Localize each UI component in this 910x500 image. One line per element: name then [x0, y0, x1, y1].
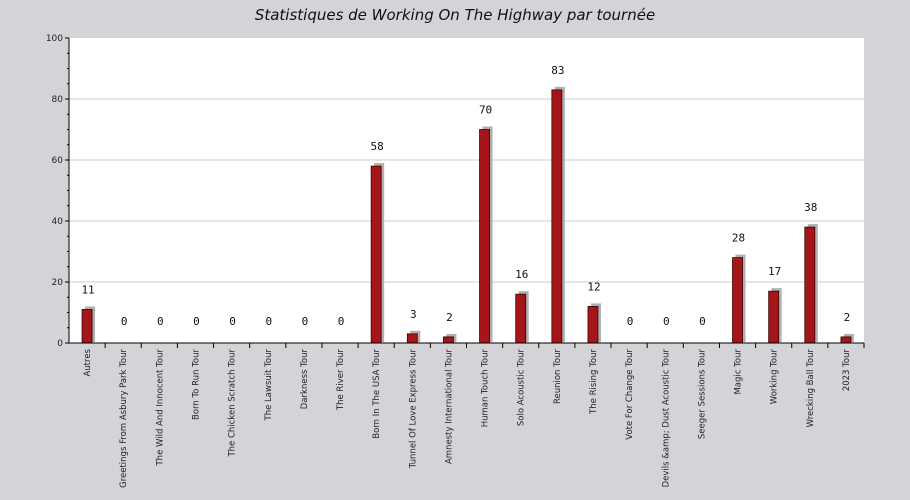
- data-label: 0: [338, 315, 345, 328]
- x-tick-label: Tunnel Of Love Express Tour: [408, 349, 418, 470]
- x-tick-label: Human Touch Tour: [481, 349, 491, 428]
- x-tick-label: The Rising Tour: [589, 349, 599, 415]
- bar: [551, 89, 563, 344]
- data-label: 2: [446, 311, 453, 324]
- x-tick-label: Vote For Change Tour: [625, 349, 635, 440]
- bar: [81, 309, 93, 344]
- data-label: 0: [663, 315, 670, 328]
- data-label: 0: [229, 315, 236, 328]
- bar: [479, 129, 490, 344]
- y-tick-label: 80: [52, 95, 64, 105]
- data-label: 2: [844, 311, 851, 324]
- axes: [65, 37, 865, 348]
- bar: [732, 257, 743, 344]
- data-label: 12: [587, 280, 600, 293]
- x-tick-label: Wrecking Ball Tour: [806, 349, 816, 428]
- y-tick-label: 60: [52, 156, 64, 166]
- x-tick-label: The Wild And Innocent Tour: [155, 349, 165, 467]
- data-label: 28: [732, 232, 745, 245]
- data-label: 11: [81, 283, 94, 296]
- y-tick-label: 0: [57, 339, 63, 349]
- data-label: 16: [515, 268, 528, 281]
- x-tick-label: Amnesty International Tour: [444, 349, 454, 464]
- data-label: 17: [768, 265, 781, 278]
- x-tick-label: The Lawsuit Tour: [264, 348, 274, 421]
- x-tick-label: 2023 Tour: [842, 349, 852, 392]
- grid-lines: [69, 98, 864, 283]
- data-label: 0: [699, 315, 706, 328]
- data-label: 0: [121, 315, 128, 328]
- x-tick-label: Darkness Tour: [300, 349, 310, 410]
- data-label: 0: [157, 315, 164, 328]
- x-tick-label: The River Tour: [336, 349, 346, 412]
- x-tick-label: Born In The USA Tour: [372, 349, 382, 439]
- bar: [406, 333, 418, 344]
- x-tick-label: The Chicken Scratch Tour: [228, 349, 238, 458]
- y-tick-label: 100: [46, 34, 63, 44]
- data-label: 0: [265, 315, 272, 328]
- x-tick-label: Devils &amp; Dust Acoustic Tour: [661, 348, 671, 487]
- y-tick-label: 40: [52, 217, 64, 227]
- x-tick-label: Greetings From Asbury Park Tour: [119, 349, 129, 488]
- data-label: 83: [551, 64, 564, 77]
- x-tick-label: Solo Acoustic Tour: [517, 349, 527, 427]
- x-tick-label: Working Tour: [770, 348, 780, 404]
- bar: [587, 305, 599, 344]
- bar: [804, 226, 816, 344]
- data-label: 38: [804, 201, 817, 214]
- bar: [840, 336, 852, 344]
- bar: [768, 290, 780, 344]
- plot-area: [69, 38, 864, 343]
- bar: [515, 293, 527, 344]
- data-label: 0: [193, 315, 200, 328]
- x-tick-label: Born To Run Tour: [191, 349, 201, 420]
- x-tick-label: Seeger Sessions Tour: [697, 349, 707, 440]
- bar: [443, 336, 454, 344]
- x-tick-label: Autres: [83, 348, 93, 376]
- data-label: 58: [371, 140, 384, 153]
- data-label: 0: [627, 315, 634, 328]
- data-label: 0: [302, 315, 309, 328]
- chart-title: Statistiques de Working On The Highway p…: [254, 6, 656, 24]
- x-tick-label: Reunion Tour: [553, 349, 563, 405]
- data-label: 3: [410, 308, 417, 321]
- bar: [370, 165, 382, 344]
- x-tick-label: Magic Tour: [734, 349, 744, 395]
- data-label: 70: [479, 104, 492, 117]
- y-tick-label: 20: [52, 278, 64, 288]
